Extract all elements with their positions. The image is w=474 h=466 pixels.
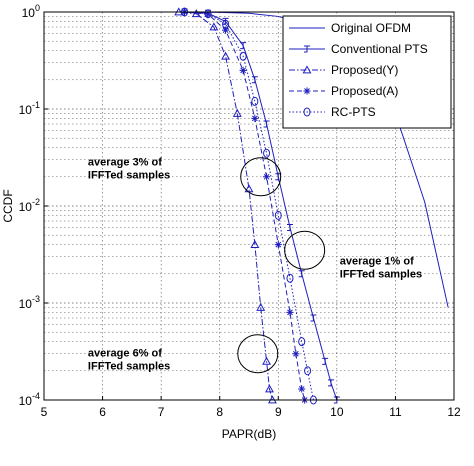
- circle-marker: [251, 96, 259, 106]
- annotation-text: IFFTed samples: [340, 268, 422, 280]
- y-tick-label: 10-1: [19, 100, 40, 117]
- circle-marker: [298, 337, 306, 347]
- grid-lines: [44, 12, 454, 400]
- y-tick-label: 10-4: [19, 391, 40, 408]
- annotation-text: IFFTed samples: [88, 361, 170, 373]
- x-tick-label: 11: [389, 405, 402, 419]
- annotation-ellipse: [237, 334, 279, 374]
- legend: Original OFDM Conventional PTS Proposed(Y)…: [282, 15, 452, 129]
- circle-marker: [304, 366, 312, 376]
- j-marker: [328, 379, 334, 387]
- circle-marker: [274, 210, 282, 220]
- star-marker: [251, 114, 259, 122]
- circle-marker: [263, 148, 271, 158]
- star-marker: [303, 87, 311, 95]
- x-tick-label: 7: [158, 405, 165, 419]
- star-marker: [286, 308, 294, 316]
- star-marker: [262, 173, 271, 181]
- triangle-marker: [256, 302, 266, 311]
- j-marker: [240, 42, 247, 50]
- circle-marker: [286, 273, 294, 283]
- x-tick-label: 10: [330, 405, 344, 419]
- x-tick-label: 5: [41, 405, 48, 419]
- star-marker: [274, 241, 282, 249]
- annotation-text: average 6% of: [88, 348, 162, 360]
- triangle-marker: [262, 356, 272, 365]
- circle-marker: [222, 19, 230, 29]
- y-tick-label: 10-2: [19, 197, 40, 214]
- legend-label: RC-PTS: [331, 105, 376, 119]
- triangle-marker: [209, 22, 219, 31]
- j-marker: [304, 45, 310, 53]
- triangle-marker: [250, 239, 260, 248]
- triangle-marker: [221, 51, 231, 60]
- legend-label: Conventional PTS: [331, 42, 428, 56]
- circle-marker: [204, 9, 212, 19]
- y-tick-label: 10-3: [19, 294, 40, 311]
- star-marker: [298, 385, 306, 393]
- j-marker: [310, 314, 317, 322]
- series-line: [44, 11, 306, 401]
- j-marker: [251, 76, 258, 84]
- series-group: [44, 7, 277, 404]
- x-tick-label: 8: [216, 405, 223, 419]
- y-axis-label: CCDF: [1, 189, 15, 222]
- annotation-ellipse: [240, 157, 282, 197]
- j-marker: [263, 120, 270, 128]
- series-line: [44, 11, 314, 401]
- circle-marker: [239, 51, 247, 61]
- annotation-ellipse: [284, 230, 326, 270]
- tick-labels: 5 6 7 8 9 10 11 12 100 10-1 10-2 10-3 10-4: [19, 3, 461, 419]
- j-marker: [287, 224, 293, 232]
- y-tick-label: 100: [22, 3, 40, 20]
- circle-marker: [303, 107, 311, 117]
- x-tick-label: 12: [447, 405, 461, 419]
- series-line: [44, 11, 273, 401]
- legend-box: [282, 15, 452, 129]
- triangle-marker: [265, 384, 274, 393]
- j-marker: [322, 357, 329, 365]
- star-marker: [221, 26, 230, 34]
- star-marker: [292, 350, 300, 358]
- star-marker: [239, 66, 247, 74]
- annotation-text: average 3% of: [88, 157, 162, 169]
- x-tick-label: 9: [275, 405, 282, 419]
- star-marker: [204, 10, 212, 18]
- annotation-text: IFFTed samples: [88, 170, 170, 182]
- annotation-text: average 1% of: [340, 255, 414, 267]
- legend-label: Proposed(A): [331, 84, 398, 98]
- triangle-marker: [232, 108, 242, 117]
- x-tick-label: 6: [99, 405, 106, 419]
- triangle-marker: [302, 65, 312, 74]
- legend-label: Original OFDM: [331, 21, 411, 35]
- j-marker: [298, 270, 305, 278]
- legend-label: Proposed(Y): [331, 63, 398, 77]
- x-axis-label: PAPR(dB): [222, 427, 276, 441]
